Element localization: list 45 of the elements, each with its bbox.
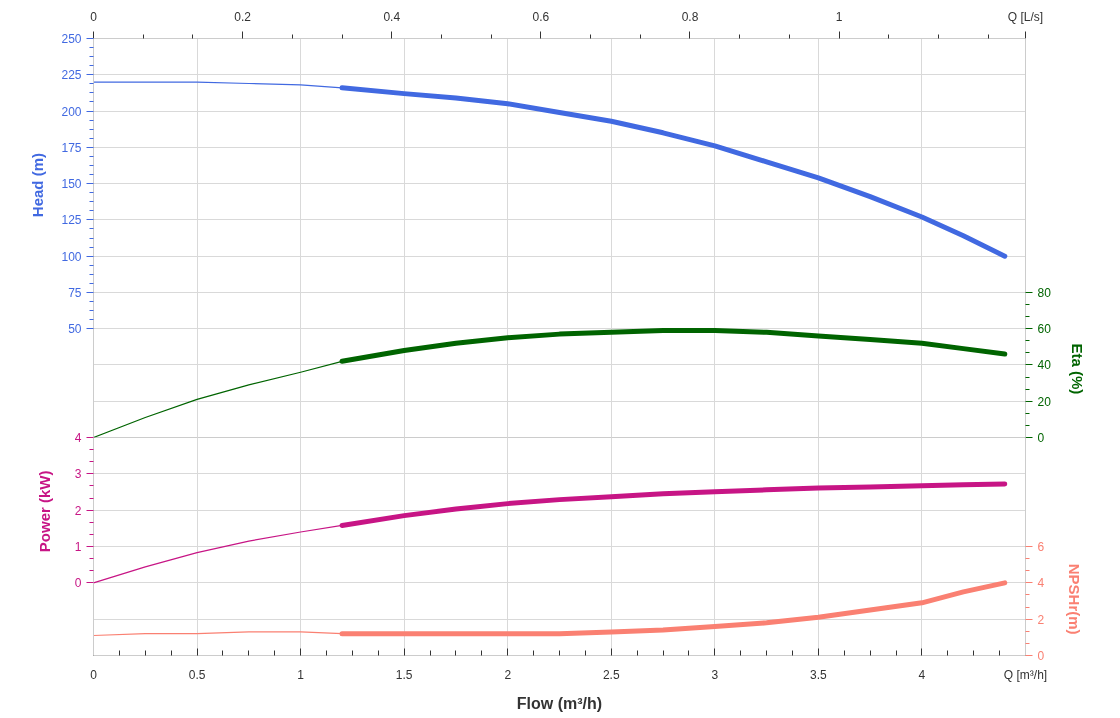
y2-tick-label: 6: [1037, 540, 1045, 554]
x2-tick-label: 0.6: [532, 9, 550, 24]
x2-tick-label: 0.2: [234, 9, 252, 24]
y2-tick-label: 0: [1037, 649, 1045, 663]
x-tick-label: 0: [90, 667, 98, 682]
x-tick-label: 4: [918, 667, 926, 682]
y2-tick-label: 40: [1037, 358, 1052, 373]
y-tick-label: 3: [74, 467, 82, 482]
y2-tick-label: 80: [1037, 285, 1052, 300]
y-tick-label: 50: [68, 322, 82, 337]
x-tick-label: 3: [711, 667, 719, 682]
x2-tick-label: 0.8: [681, 9, 699, 24]
y-tick-label: 125: [61, 213, 82, 228]
x2-tick-label: 0: [90, 9, 98, 24]
y-tick-label: 200: [61, 104, 82, 119]
y-tick-label: 4: [74, 431, 82, 445]
y2-tick-label: 2: [1037, 612, 1045, 627]
y2-tick-label: 20: [1037, 394, 1052, 409]
y-tick-label: 2: [74, 503, 82, 518]
x-tick-label: 1.5: [395, 667, 413, 682]
y-axis-title: Power (kW): [35, 470, 53, 553]
y2-axis-title: NPSHr(m): [1065, 563, 1083, 635]
x-tick-label: 2: [504, 667, 512, 682]
x-tick-label: 1: [297, 667, 305, 682]
x2-tick-label: Q [L/s]: [1007, 9, 1044, 24]
x-axis-title: Flow (m³/h): [516, 694, 603, 712]
x-tick-label: 0.5: [188, 667, 206, 682]
y-tick-label: 75: [68, 285, 82, 300]
y2-axis-title: Eta (%): [1068, 343, 1086, 395]
y-tick-label: 225: [61, 68, 82, 83]
y2-tick-label: 4: [1037, 576, 1045, 591]
x-tick-label: 3.5: [810, 667, 828, 682]
y2-tick-label: 0: [1037, 431, 1045, 445]
y2-tick-label: 60: [1037, 322, 1052, 337]
y-tick-label: 150: [61, 177, 82, 192]
y-tick-label: 1: [74, 540, 82, 554]
x-tick-label: 2.5: [602, 667, 620, 682]
x-tick-label: Q [m³/h]: [1003, 667, 1048, 682]
y-tick-label: 0: [74, 576, 82, 591]
y-tick-label: 175: [61, 140, 82, 155]
y-tick-label: 250: [61, 32, 82, 46]
x2-tick-label: 1: [835, 9, 843, 24]
y-tick-label: 100: [61, 249, 82, 264]
y-axis-title: Head (m): [29, 153, 46, 218]
x2-tick-label: 0.4: [383, 9, 401, 24]
